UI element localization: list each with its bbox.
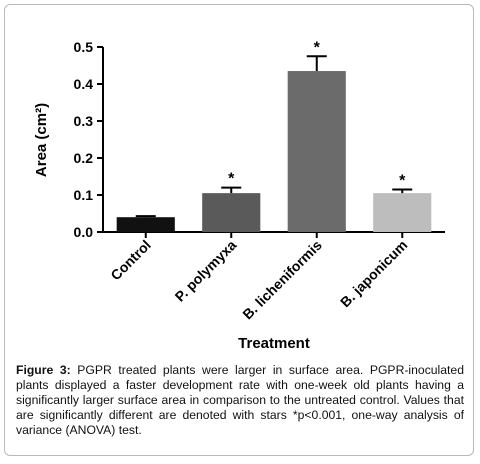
bar bbox=[202, 193, 261, 232]
chart: Area (cm²) Treatment 0.0 0.1 0.2 0.3 0.4 0.5 C… bbox=[33, 39, 445, 352]
y-tick-label: 0.1 bbox=[74, 187, 94, 203]
significance-star: * bbox=[399, 172, 406, 189]
error-bar bbox=[135, 215, 156, 218]
x-tick-label: P. polymyxa bbox=[172, 237, 240, 305]
bar bbox=[373, 193, 432, 232]
x-axis-label: Treatment bbox=[238, 335, 310, 352]
y-axis-label: Area (cm²) bbox=[33, 103, 50, 177]
x-tick-label: Control bbox=[107, 237, 154, 284]
caption: Figure 3: PGPR treated plants were large… bbox=[16, 363, 464, 438]
y-tick-label: 0.4 bbox=[74, 76, 94, 92]
y-tick-label: 0.5 bbox=[74, 39, 94, 55]
caption-label: Figure 3: bbox=[16, 363, 71, 377]
error-bar bbox=[392, 188, 413, 194]
y-tick-label: 0.3 bbox=[74, 113, 94, 129]
bar bbox=[116, 217, 175, 232]
bar bbox=[287, 71, 346, 232]
caption-text: PGPR treated plants were larger in surfa… bbox=[16, 363, 464, 437]
x-tick-label: B. japonicum bbox=[337, 237, 410, 310]
figure-frame bbox=[4, 4, 474, 456]
error-bar bbox=[221, 186, 242, 194]
error-bar bbox=[306, 55, 327, 72]
significance-star: * bbox=[314, 39, 321, 56]
y-tick-label: 0.0 bbox=[74, 224, 94, 240]
significance-star: * bbox=[228, 171, 235, 188]
x-tick-label: B. licheniformis bbox=[239, 237, 325, 323]
y-tick-label: 0.2 bbox=[74, 150, 94, 166]
